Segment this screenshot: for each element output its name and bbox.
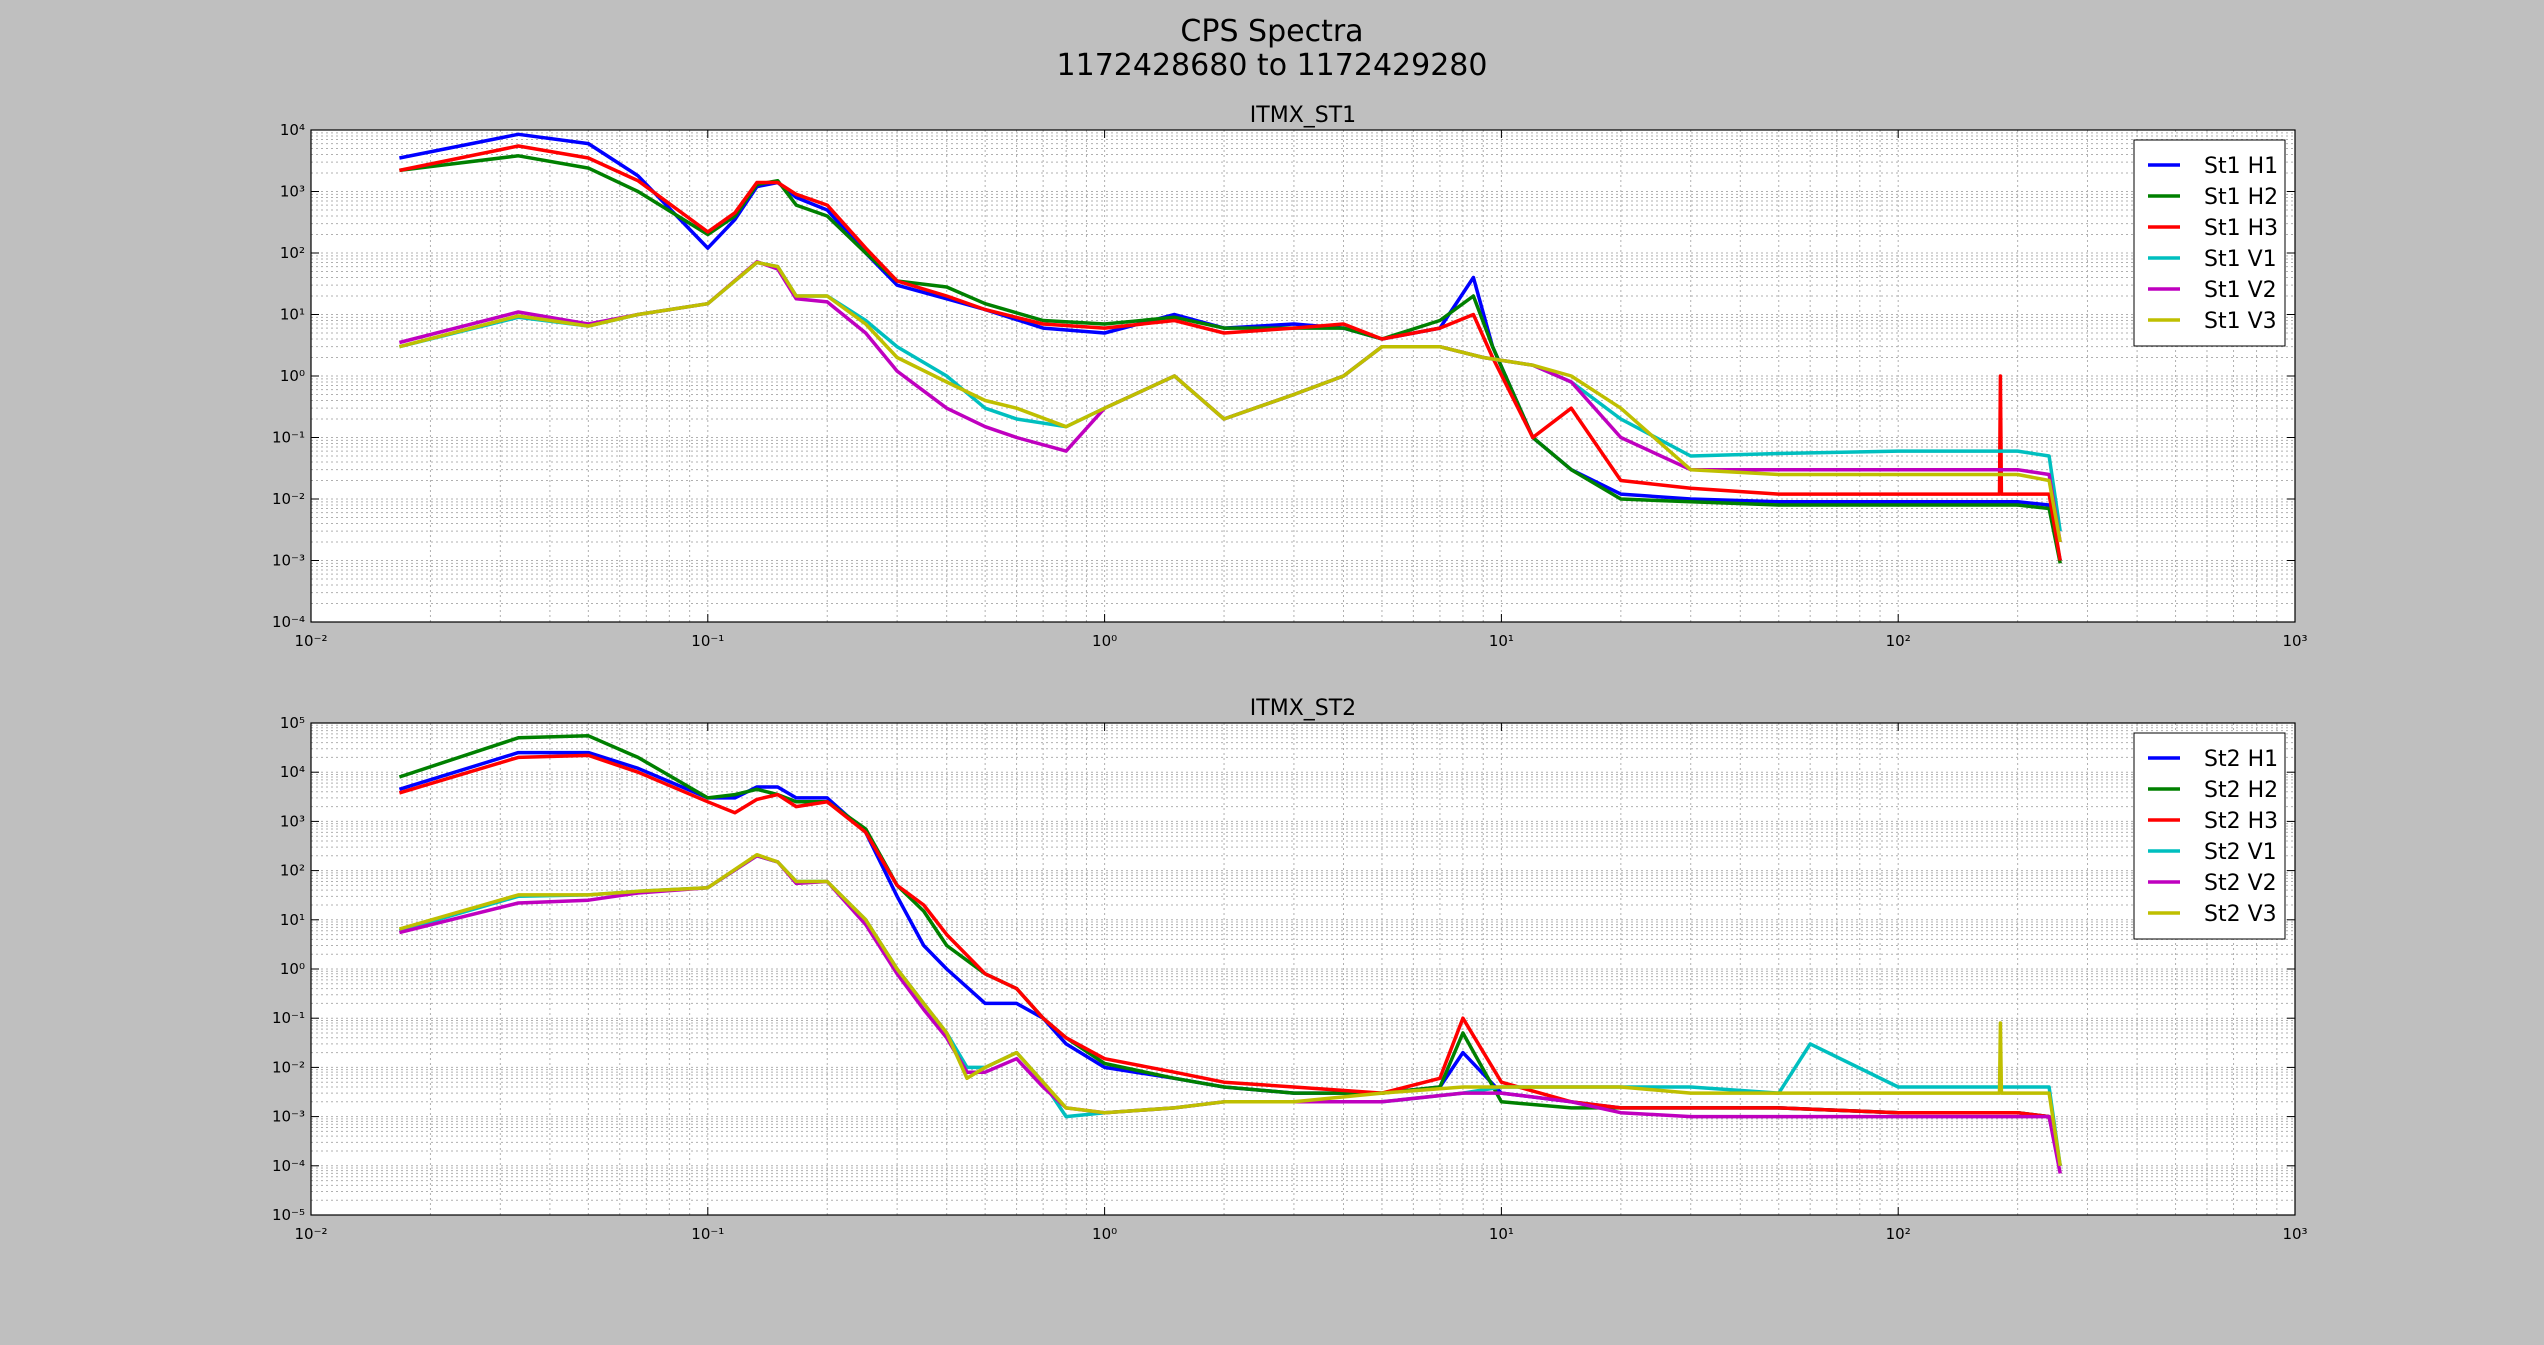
y-tick-label: 10¹ [280,306,305,324]
x-axis: 10⁻² 10⁻¹ 10⁰ 10¹ 10² 10³ [294,130,2308,650]
y-axis: 10⁵ 10⁴ 10³ 10² 10¹ 10⁰ 10⁻¹ 10⁻² 10⁻³ 10⁻⁴ 10⁻⁵ [272,714,2295,1224]
x-tick-label: 10⁻² [294,632,327,650]
figure-title-line1: CPS Spectra [1180,14,1364,49]
y-tick-label: 10⁻⁵ [272,1206,305,1224]
legend-label: St1 H3 [2204,216,2278,241]
x-tick-label: 10⁰ [1092,1225,1117,1243]
y-tick-label: 10⁻⁴ [272,613,305,631]
legend-label: St1 H2 [2204,185,2278,210]
y-tick-label: 10⁻¹ [272,429,305,447]
x-tick-label: 10⁰ [1092,632,1117,650]
grid [311,130,2295,622]
y-tick-label: 10⁴ [280,763,305,781]
y-tick-label: 10⁰ [280,367,305,385]
y-tick-label: 10³ [280,183,305,201]
x-tick-label: 10¹ [1489,1225,1514,1243]
series-line-st2-h3 [398,753,2062,1167]
legend: St2 H1 St2 H2 St2 H3 St2 V1 St2 V2 St2 V3 [2133,732,2286,940]
x-tick-label: 10³ [2282,1225,2307,1243]
y-tick-label: 10⁻³ [272,552,305,570]
y-tick-label: 10⁴ [280,121,305,139]
x-tick-label: 10⁻¹ [691,632,724,650]
legend-label: St1 V2 [2204,278,2277,303]
legend-label: St1 V3 [2204,309,2277,334]
legend-box [2133,732,2286,940]
y-tick-label: 10¹ [280,911,305,929]
y-tick-label: 10² [280,862,305,880]
y-axis: 10⁴ 10³ 10² 10¹ 10⁰ 10⁻¹ 10⁻² 10⁻³ 10⁻⁴ [272,121,2295,631]
x-tick-label: 10³ [2282,632,2307,650]
series-group [398,132,2062,564]
legend-label: St1 H1 [2204,154,2278,179]
legend-label: St1 V1 [2204,247,2277,272]
legend-label: St2 V3 [2204,902,2277,927]
x-axis: 10⁻² 10⁻¹ 10⁰ 10¹ 10² 10³ [294,723,2308,1243]
subplot-title: ITMX_ST2 [1250,696,1356,721]
y-tick-label: 10⁰ [280,960,305,978]
legend-label: St2 V2 [2204,871,2277,896]
y-tick-label: 10⁵ [280,714,305,732]
series-line-st1-h3 [399,144,2062,561]
x-tick-label: 10¹ [1489,632,1514,650]
x-tick-label: 10² [1886,632,1911,650]
subplot-1: 10⁻² 10⁻¹ 10⁰ 10¹ 10² 10³10⁴10³10²10¹10⁰10⁻¹1… [272,103,2308,650]
series-line-st2-v3 [398,852,2062,1167]
y-tick-label: 10⁻² [272,490,305,508]
legend: St1 H1 St1 H2 St1 H3 St1 V1 St1 V2 St1 V3 [2133,139,2286,347]
legend-box [2133,139,2286,347]
series-group [398,734,2062,1174]
legend-label: St2 V1 [2204,840,2277,865]
subplot-title: ITMX_ST1 [1250,103,1356,128]
legend-label: St2 H1 [2204,747,2278,772]
x-tick-label: 10⁻² [294,1225,327,1243]
x-tick-label: 10⁻¹ [691,1225,724,1243]
series-line-st1-v3 [398,260,2062,543]
y-tick-label: 10⁻³ [272,1108,305,1126]
y-tick-label: 10⁻⁴ [272,1157,305,1175]
y-tick-label: 10⁻² [272,1058,305,1076]
y-tick-label: 10² [280,244,305,262]
y-tick-label: 10³ [280,812,305,830]
legend-label: St2 H2 [2204,778,2278,803]
x-tick-label: 10² [1886,1225,1911,1243]
legend-label: St2 H3 [2204,809,2278,834]
subplot-2: 10⁻² 10⁻¹ 10⁰ 10¹ 10² 10³10⁵10⁴10³10²10¹10⁰10… [272,696,2308,1243]
figure-title-line2: 1172428680 to 1172429280 [1056,48,1488,83]
y-tick-label: 10⁻¹ [272,1009,305,1027]
